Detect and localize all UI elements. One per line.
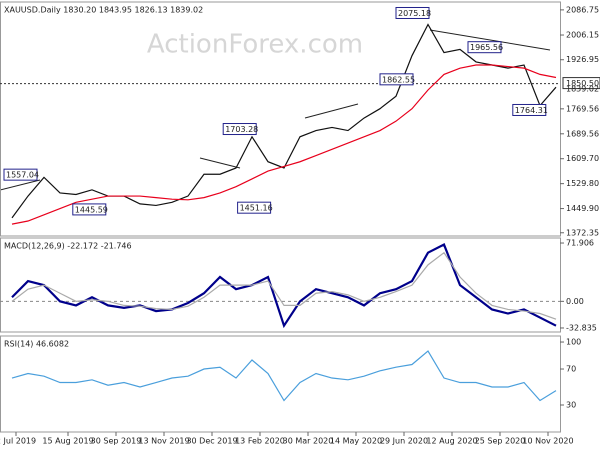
y-tick-label: 1769.56	[566, 104, 599, 113]
annotation-box	[3, 168, 38, 181]
series-line	[11, 23, 557, 219]
x-tick-label: 13 Nov 2019	[138, 437, 189, 446]
x-tick-label: 30 Dec 2019	[186, 437, 237, 446]
last-price-label: 1850.50	[566, 79, 599, 88]
y-tick-label: -32.835	[566, 323, 597, 332]
y-tick-label: 1689.56	[566, 129, 599, 138]
y-tick-label: 1449.90	[566, 204, 599, 213]
annotation-box	[395, 6, 430, 19]
y-tick-label: 1609.70	[566, 154, 599, 163]
watermark: ActionForex.com	[147, 30, 363, 60]
annotation-box	[512, 103, 547, 116]
x-tick-label: 10 Nov 2020	[522, 437, 573, 446]
panel-frame	[0, 1, 561, 237]
annotation-box	[379, 73, 414, 86]
x-tick-label: 30 Sep 2019	[91, 437, 142, 446]
annotation-label: 1451.16	[240, 204, 273, 213]
x-tick-label: 14 May 2020	[330, 437, 382, 446]
x-tick-label: 25 Sep 2020	[475, 437, 526, 446]
series-line	[11, 350, 557, 402]
series-line	[11, 243, 557, 329]
y-tick-label: 100	[566, 338, 581, 347]
x-tick-label: 15 Aug 2019	[42, 437, 93, 446]
y-tick-label: 1529.80	[566, 179, 599, 188]
annotation-label: 2075.18	[398, 9, 431, 18]
x-tick-label: 12 Aug 2020	[426, 437, 477, 446]
y-tick-label: 1926.95	[566, 55, 599, 64]
annotation-box	[222, 123, 257, 136]
x-tick-label: 2 Jul 2019	[0, 437, 36, 446]
panel-title: XAUUSD.Daily 1830.20 1843.95 1826.13 183…	[4, 6, 203, 15]
annotation-label: 1862.55	[382, 75, 415, 84]
trendline	[304, 103, 359, 119]
y-tick-label: 2006.15	[566, 31, 599, 40]
x-tick-label: 30 Mar 2020	[283, 437, 334, 446]
y-tick-label: 70	[566, 365, 576, 374]
series-line	[11, 64, 557, 225]
x-tick-label: 13 Feb 2020	[235, 437, 285, 446]
y-tick-label: 0.00	[566, 297, 584, 306]
y-tick-label: 1372.35	[566, 228, 599, 237]
annotation-label: 1445.59	[75, 205, 108, 214]
close-label: 1839.02	[566, 85, 599, 94]
annotation-label: 1764.31	[515, 106, 548, 115]
annotation-label: 1703.28	[225, 125, 258, 134]
y-tick-label: 71.906	[566, 239, 594, 248]
annotation-label: 1557.04	[6, 171, 39, 180]
x-tick-label: 29 Jun 2020	[380, 437, 428, 446]
annotation-box	[72, 203, 107, 216]
panel-title: RSI(14) 46.6082	[4, 340, 69, 349]
trendline	[429, 29, 551, 51]
panel-frame	[0, 335, 561, 433]
trendline	[199, 157, 241, 169]
y-tick-label: 30	[566, 401, 576, 410]
trendline	[0, 179, 41, 191]
annotation-box	[467, 41, 502, 54]
annotation-box	[237, 201, 272, 214]
series-line	[11, 251, 557, 320]
panel-frame	[0, 237, 561, 333]
panel-title: MACD(12,26,9) -22.172 -21.746	[4, 242, 132, 251]
annotation-label: 1965.56	[470, 43, 503, 52]
last-price-box	[562, 77, 600, 90]
y-tick-label: 2086.75	[566, 5, 599, 14]
